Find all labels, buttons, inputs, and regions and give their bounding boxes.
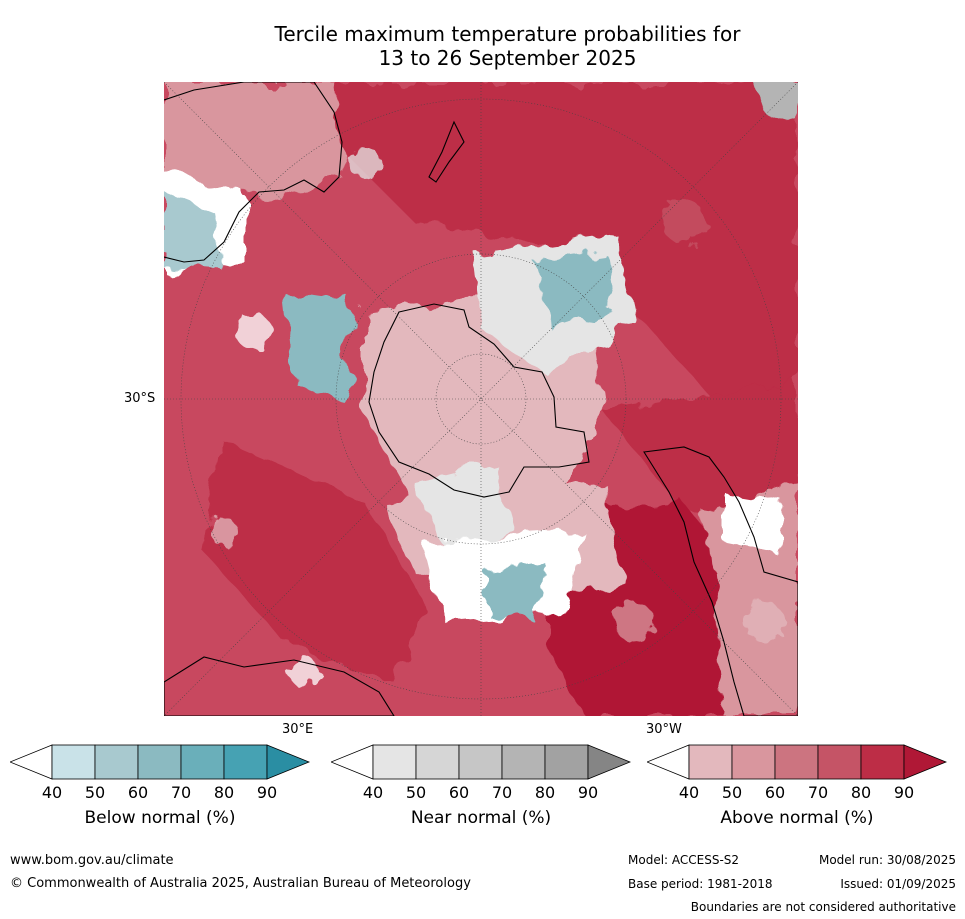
colorbar-tick-label: 50 xyxy=(721,783,743,802)
colorbar-segment xyxy=(51,744,96,780)
website-link[interactable]: www.bom.gov.au/climate xyxy=(10,853,174,868)
colorbar-segment xyxy=(731,744,776,780)
colorbar-tick-label: 50 xyxy=(84,783,106,802)
near-normal-label: Near normal (%) xyxy=(410,808,552,828)
colorbar-segment xyxy=(544,744,589,780)
colorbar-tick-label: 60 xyxy=(764,783,786,802)
colorbar-tick-label: 70 xyxy=(807,783,829,802)
longitude-label-west: 30°W xyxy=(646,722,682,737)
copyright-text: © Commonwealth of Australia 2025, Austra… xyxy=(10,876,471,891)
colorbar-tick-label: 40 xyxy=(678,783,700,802)
colorbar-segment xyxy=(223,744,268,780)
latitude-label: 30°S xyxy=(124,391,156,406)
map-title: Tercile maximum temperature probabilitie… xyxy=(160,22,855,70)
colorbar-segment xyxy=(860,744,905,780)
colorbar-segment xyxy=(774,744,819,780)
colorbar-segment xyxy=(372,744,417,780)
colorbar-max-arrow xyxy=(587,744,631,780)
model-text: Model: ACCESS-S2 xyxy=(628,853,740,867)
colorbar-segment xyxy=(137,744,182,780)
colorbar-segment xyxy=(501,744,546,780)
colorbar-tick-label: 70 xyxy=(491,783,513,802)
colorbar-min-arrow xyxy=(647,744,690,780)
disclaimer-text: Boundaries are not considered authoritat… xyxy=(690,900,956,914)
colorbar-min-arrow xyxy=(10,744,53,780)
colorbar-min-arrow xyxy=(331,744,374,780)
colorbar-tick-label: 80 xyxy=(850,783,872,802)
colorbar-tick-label: 70 xyxy=(170,783,192,802)
colorbar-tick-label: 40 xyxy=(41,783,63,802)
colorbar-segment xyxy=(817,744,862,780)
title-line-2: 13 to 26 September 2025 xyxy=(378,46,637,70)
model-run-text: Model run: 30/08/2025 xyxy=(818,853,956,867)
title-line-1: Tercile maximum temperature probabilitie… xyxy=(274,22,741,46)
below-normal-colorbar xyxy=(10,744,310,780)
colorbar-segment xyxy=(94,744,139,780)
colorbar-tick-label: 90 xyxy=(893,783,915,802)
south-america-outline xyxy=(643,446,798,716)
longitude-label-east: 30°E xyxy=(282,722,314,737)
issued-text: Issued: 01/09/2025 xyxy=(840,877,956,891)
colorbar-segment xyxy=(180,744,225,780)
near-normal-colorbar xyxy=(331,744,631,780)
colorbar-tick-label: 80 xyxy=(534,783,556,802)
above-normal-label: Above normal (%) xyxy=(720,808,874,828)
colorbar-tick-label: 60 xyxy=(448,783,470,802)
colorbar-max-arrow xyxy=(266,744,310,780)
colorbar-tick-label: 50 xyxy=(405,783,427,802)
above-normal-colorbar xyxy=(647,744,947,780)
colorbar-tick-label: 90 xyxy=(256,783,278,802)
antarctica-outline xyxy=(368,303,590,498)
colorbar-segment xyxy=(458,744,503,780)
colorbar-tick-label: 80 xyxy=(213,783,235,802)
graticule xyxy=(164,82,798,716)
africa-outline xyxy=(164,656,395,716)
australia-outline xyxy=(164,82,343,263)
new-zealand-outline xyxy=(428,120,465,183)
colorbar-max-arrow xyxy=(903,744,947,780)
below-normal-label: Below normal (%) xyxy=(84,808,236,828)
base-period-text: Base period: 1981-2018 xyxy=(628,877,773,891)
colorbar-segment xyxy=(415,744,460,780)
map-canvas xyxy=(164,82,798,716)
colorbar-segment xyxy=(688,744,733,780)
probability-map xyxy=(164,82,798,716)
colorbar-tick-label: 60 xyxy=(127,783,149,802)
colorbar-tick-label: 40 xyxy=(362,783,384,802)
colorbar-tick-label: 90 xyxy=(577,783,599,802)
